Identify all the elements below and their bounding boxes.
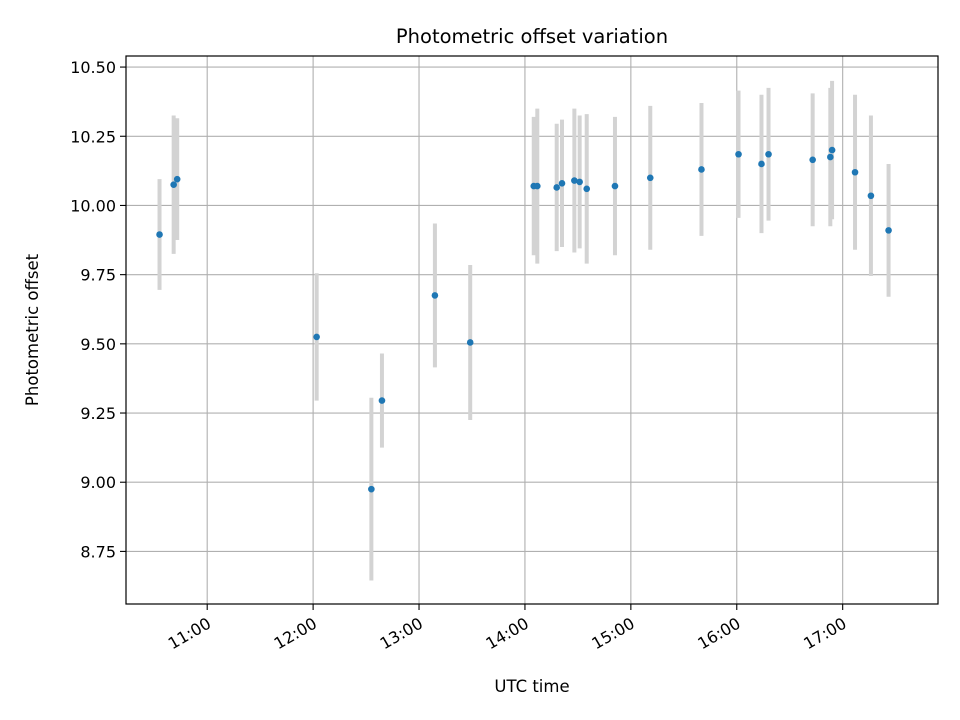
data-point	[533, 182, 541, 190]
data-point	[553, 184, 561, 191]
data-point	[173, 175, 181, 183]
y-tick-label: 10.50	[70, 58, 116, 77]
plot-frame	[125, 55, 939, 605]
data-point	[378, 397, 386, 404]
y-tick-label: 8.75	[80, 542, 116, 561]
data-point	[758, 160, 765, 168]
y-tick-label: 9.75	[80, 266, 116, 285]
data-points	[156, 146, 892, 493]
data-point	[827, 153, 834, 161]
y-axis-ticks: 8.75 9.00 9.25 9.50 9.75 10.00 10.25 10.50	[70, 58, 126, 561]
data-point	[571, 177, 578, 184]
data-point	[431, 292, 439, 299]
data-point	[851, 168, 859, 176]
y-tick-label: 10.00	[70, 196, 116, 215]
data-point	[170, 181, 177, 188]
y-tick-label: 9.50	[80, 335, 116, 354]
chart-title: Photometric offset variation	[396, 25, 668, 48]
data-point	[611, 182, 619, 190]
y-tick-label: 9.00	[80, 473, 116, 492]
data-point	[466, 339, 474, 346]
data-point	[867, 192, 875, 200]
data-point	[828, 146, 836, 154]
data-point	[583, 185, 591, 193]
data-point	[558, 180, 566, 187]
data-point	[765, 150, 772, 158]
data-point	[313, 333, 320, 341]
data-point	[576, 178, 583, 186]
data-point	[885, 227, 892, 234]
data-point	[735, 150, 742, 158]
data-point	[809, 156, 816, 164]
data-point	[698, 166, 705, 173]
data-point	[156, 231, 163, 238]
x-axis-label: UTC time	[494, 677, 569, 696]
y-tick-label: 9.25	[80, 404, 116, 423]
y-axis-label: Photometric offset	[23, 253, 42, 406]
data-point	[646, 174, 654, 182]
data-point	[368, 485, 375, 493]
y-tick-label: 10.25	[70, 127, 116, 146]
